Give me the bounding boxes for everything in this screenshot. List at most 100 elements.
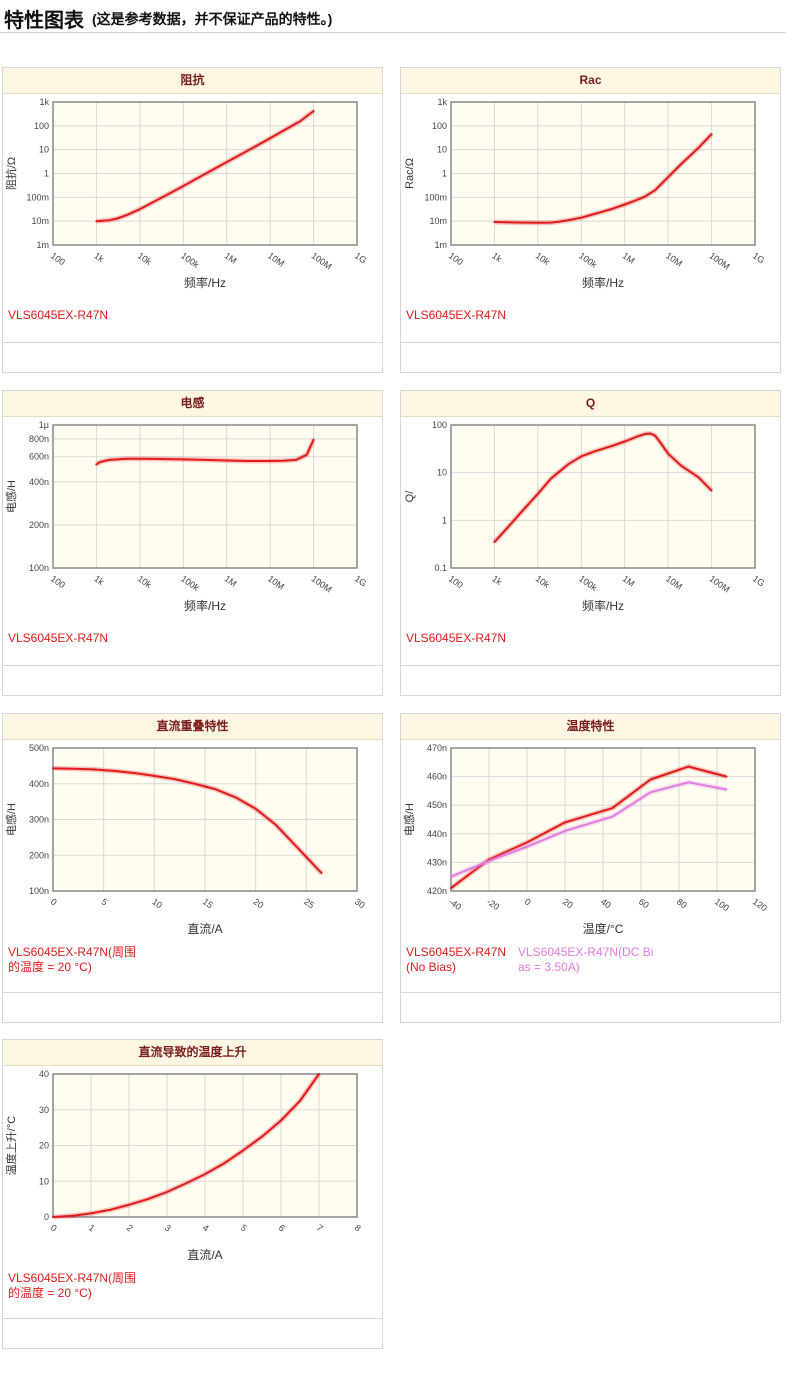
legend-text: VLS6045EX-R47N [8,631,109,645]
y-axis-label: Q/ [404,490,416,503]
x-tick-label: 100 [447,250,465,267]
x-tick-label: 100M [309,573,333,594]
plot-frame [450,101,756,246]
series-line [450,765,728,890]
x-tick-label: 100k [577,573,599,593]
chart-svg-temperature: -40 -20 0 20 40 60 80 100 120 420n 430n 440n 450n 460… [403,743,769,936]
chart-title: 直流重叠特性 [3,714,382,740]
series-line [52,1073,320,1218]
page-title: 特性图表 [4,10,84,32]
x-tick-label: 10M [664,573,684,591]
plot-frame [52,101,358,246]
chart-panel-q: Q 100 1k 10k 100k 1M 10M 100M 1G 0.1 1 10 100 频率/Hz Q… [400,390,781,696]
plot-area [53,425,357,568]
plot-frame [52,747,358,892]
y-tick-label: 460n [427,772,447,782]
x-tick-label: 5 [100,896,110,907]
x-tick-label: 1 [87,1222,97,1233]
chart-title: 电感 [3,391,382,417]
x-tick-label: 10k [534,573,552,590]
legend-text: (No Bias) [406,960,457,974]
y-tick-label: 100m [424,192,447,202]
x-tick-label: 80 [675,896,689,910]
x-tick-label: 100 [49,573,67,590]
x-tick-label: 100k [179,250,201,270]
x-tick-label: 100 [447,573,465,590]
chart-panel-inductance: 电感 100 1k 10k 100k 1M 10M 100M 1G 100n 200n 400n 60… [2,390,383,696]
y-tick-label: 500n [29,743,49,753]
x-tick-label: 1M [621,573,637,588]
legend-text: VLS6045EX-R47N [406,308,507,322]
x-axis-label: 频率/Hz [582,275,624,290]
y-tick-label: 1 [442,169,447,179]
x-tick-label: 100k [577,250,599,270]
page-header: 特性图表 (这是参考数据，并不保证产品的特性。) [0,0,786,33]
legend-item: VLS6045EX-R47N(周围 的温度 = 20 °C) [8,1271,136,1301]
x-axis-label: 直流/A [187,922,222,936]
y-tick-label: 100m [26,192,49,202]
chart-svg-inductance: 100 1k 10k 100k 1M 10M 100M 1G 100n 200n 400n 600n 8… [5,420,368,613]
legend-item-dc-bias: VLS6045EX-R47N(DC Bi as = 3.50A) [518,945,653,975]
chart-svg-rac: 100 1k 10k 100k 1M 10M 100M 1G 1m 10m 100m 1 10 100 1k… [404,97,766,290]
plot-frame [450,747,756,892]
page-subtitle: (这是参考数据，并不保证产品的特性。) [92,11,333,27]
x-tick-label: 20 [561,896,575,910]
y-tick-label: 100n [29,563,49,573]
panel-divider [3,665,382,666]
y-axis-label: 阻抗/Ω [4,157,18,190]
y-axis-label: Rac/Ω [404,158,416,189]
chart-panel-dc-bias: 直流重叠特性 0 5 10 15 20 25 30 100n 200n 300n 400n 500n 直… [2,713,383,1023]
chart-panel-impedance: 阻抗 100 1k 10k 100k 1M 10M 100M 1G 1m 10m 100m 1 10 10… [2,67,383,373]
x-tick-label: 10M [266,250,286,268]
plot-frame [52,1073,358,1218]
x-tick-label: -20 [485,896,501,912]
legend-text: as = 3.50A) [518,960,580,974]
series-line [95,438,315,466]
x-tick-label: 25 [302,896,316,910]
y-tick-label: 10 [437,468,447,478]
legend-item: VLS6045EX-R47N [406,308,506,323]
legend-text: 的温度 = 20 °C) [8,1286,92,1300]
legend-item: VLS6045EX-R47N [406,631,506,646]
chart-title: 阻抗 [3,68,382,94]
x-axis-label: 温度/°C [583,921,624,936]
y-tick-label: 100n [29,886,49,896]
y-tick-label: 10m [31,216,49,226]
x-tick-label: 10k [534,250,552,267]
y-tick-label: 200n [29,520,49,530]
x-tick-label: 8 [353,1222,363,1233]
panel-divider [3,1318,382,1319]
plot-frame [52,424,358,569]
y-tick-label: 100 [432,420,447,430]
plot-frame [450,424,756,569]
y-axis-label: 温度上升/°C [4,1116,18,1175]
x-tick-label: 10M [664,250,684,268]
x-tick-label: 10M [266,573,286,591]
x-tick-label: 1G [353,250,369,265]
y-tick-label: 0.1 [434,563,447,573]
panel-divider [401,665,780,666]
x-tick-label: 100M [309,250,333,271]
x-tick-label: 0 [49,1222,59,1233]
x-tick-label: 7 [315,1222,325,1233]
y-tick-label: 200n [29,850,49,860]
y-tick-label: 420n [427,886,447,896]
x-tick-label: 0 [49,896,59,907]
x-tick-label: 20 [252,896,266,910]
x-tick-label: 6 [277,1222,287,1233]
y-tick-label: 470n [427,743,447,753]
x-tick-label: 1k [92,573,106,587]
legend-item: VLS6045EX-R47N [8,631,108,646]
x-axis-label: 频率/Hz [582,598,624,613]
y-tick-label: 430n [427,857,447,867]
y-tick-label: 30 [39,1105,49,1115]
x-axis-label: 直流/A [187,1248,222,1262]
x-tick-label: 30 [353,896,367,910]
legend-text: 的温度 = 20 °C) [8,960,92,974]
y-tick-label: 1 [442,515,447,525]
x-tick-label: 120 [751,896,769,913]
x-axis-label: 频率/Hz [184,598,226,613]
y-tick-label: 40 [39,1069,49,1079]
x-tick-label: 100 [49,250,67,267]
y-tick-label: 1k [437,97,447,107]
